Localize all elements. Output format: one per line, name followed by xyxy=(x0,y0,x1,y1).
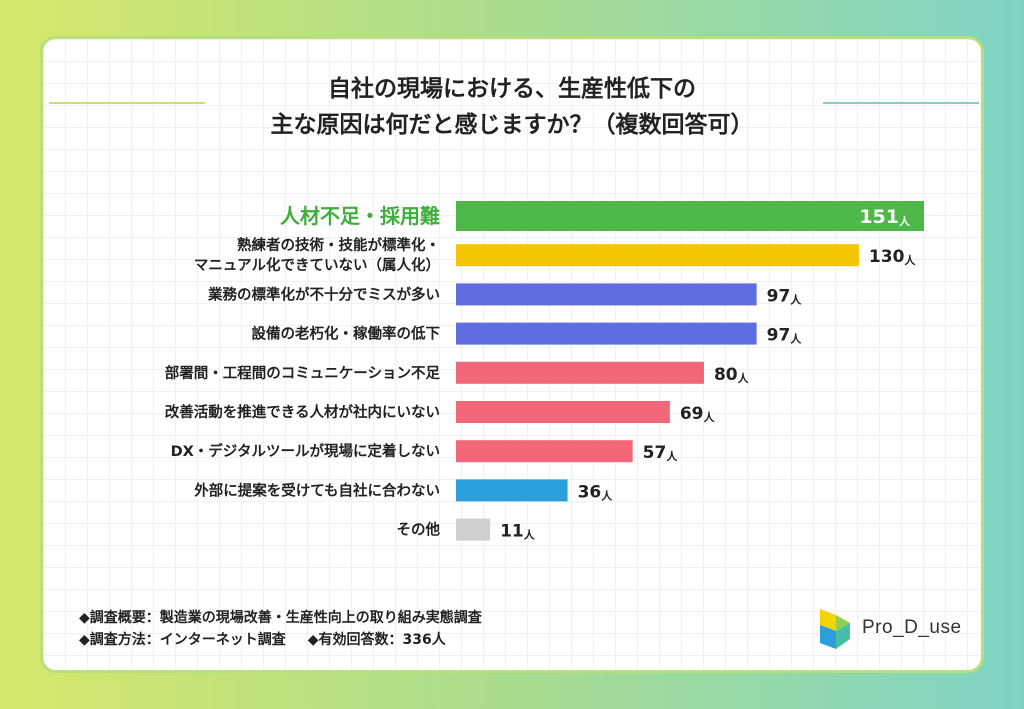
bar-chart: 人材不足・採用難 151人熟練者の技術・技能が標準化・マニュアル化できていない（属… xyxy=(165,201,924,542)
valid-responses: ◆有効回答数：336人 xyxy=(307,632,446,648)
category-label-7: 外部に提案を受けても自社に合わない xyxy=(194,481,440,499)
bar-0 xyxy=(456,201,924,231)
category-label-4: 部署間・工程間のコミュニケーション不足 xyxy=(165,364,441,382)
chart-card: 自社の現場における、生産性低下の 主な原因は何だと感じますか？（複数回答可） 人… xyxy=(40,36,984,673)
value-label-3: 97人 xyxy=(767,326,803,346)
value-label-7: 36人 xyxy=(578,482,614,502)
produse-logo: Pro_D_use xyxy=(816,605,966,655)
value-label-0: 151人 xyxy=(859,206,911,228)
produse-logo-icon xyxy=(820,609,850,649)
bar-8 xyxy=(456,518,491,541)
value-label-6: 57人 xyxy=(643,443,679,463)
survey-method: ◆調査方法：インターネット調査 xyxy=(79,632,286,648)
chart-title: 自社の現場における、生産性低下の 主な原因は何だと感じますか？（複数回答可） xyxy=(43,71,981,143)
bar-1 xyxy=(456,244,859,267)
bar-6 xyxy=(456,440,633,463)
chart-title-line1: 自社の現場における、生産性低下の xyxy=(328,76,696,102)
category-label-2: 業務の標準化が不十分でミスが多い xyxy=(207,285,440,303)
survey-footer: ◆調査概要：製造業の現場改善・生産性向上の取り組み実態調査 ◆調査方法：インター… xyxy=(79,607,482,651)
category-label-5: 改善活動を推進できる人材が社内にいない xyxy=(165,403,440,421)
value-label-2: 97人 xyxy=(767,286,803,306)
produse-logo-text: Pro_D_use xyxy=(862,617,962,638)
bar-2 xyxy=(456,283,757,306)
survey-overview: ◆調査概要：製造業の現場改善・生産性向上の取り組み実態調査 xyxy=(79,610,482,626)
value-label-4: 80人 xyxy=(714,365,750,385)
value-label-1: 130人 xyxy=(869,247,917,267)
value-label-8: 11人 xyxy=(500,522,536,542)
bar-4 xyxy=(456,361,704,384)
category-label-3: 設備の老朽化・稼働率の低下 xyxy=(252,325,441,343)
chart-title-line2: 主な原因は何だと感じますか？（複数回答可） xyxy=(270,112,754,138)
bar-7 xyxy=(456,479,568,502)
category-label-1: 熟練者の技術・技能が標準化・マニュアル化できていない（属人化） xyxy=(194,236,440,274)
category-label-6: DX・デジタルツールが現場に定着しない xyxy=(171,442,440,460)
bar-5 xyxy=(456,401,670,423)
title-rule-left xyxy=(49,102,205,104)
category-label-0: 人材不足・採用難 xyxy=(280,204,440,228)
category-label-8: その他 xyxy=(397,521,441,539)
value-label-5: 69人 xyxy=(680,404,716,424)
bar-3 xyxy=(456,322,757,345)
title-rule-right xyxy=(823,102,979,104)
